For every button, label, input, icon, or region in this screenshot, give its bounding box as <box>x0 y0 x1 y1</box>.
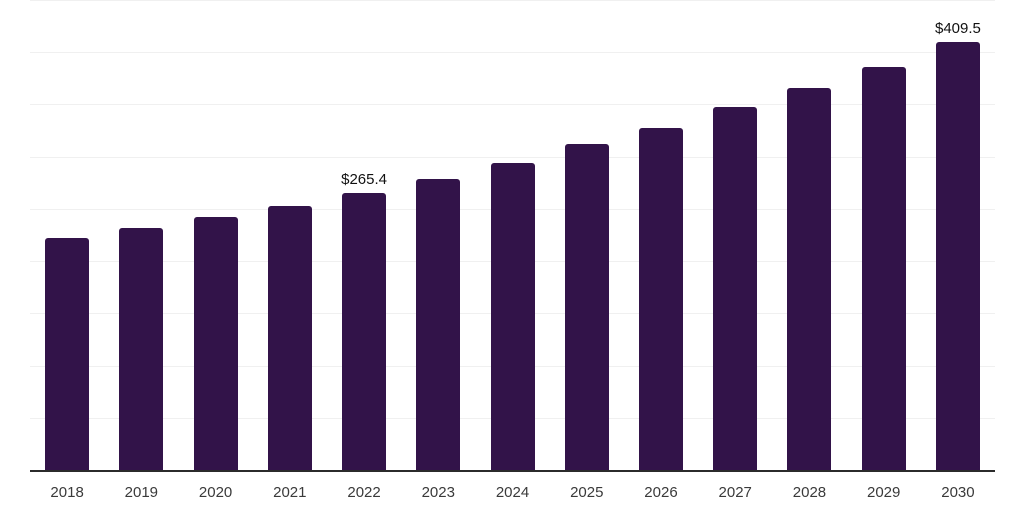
bar-2028 <box>787 88 832 470</box>
gridline <box>30 156 995 158</box>
x-tick-label-2023: 2023 <box>421 484 455 501</box>
bar-2024 <box>490 163 535 470</box>
bar-2022: $265.4 <box>341 171 387 470</box>
bar-slot <box>847 0 921 470</box>
bar-2030: $409.5 <box>935 20 981 470</box>
x-tick-label-2030: 2030 <box>941 484 975 501</box>
bar-slot <box>30 0 104 470</box>
plot-area: $265.4 $409.5 <box>30 0 995 472</box>
x-tick-label-2019: 2019 <box>124 484 159 501</box>
bar-2027 <box>713 106 758 470</box>
bar-slot: $409.5 <box>921 0 995 470</box>
bar-slot: $265.4 <box>327 0 401 470</box>
bar-2029 <box>861 66 906 470</box>
bar-slot <box>104 0 178 470</box>
x-tick-label-2029: 2029 <box>867 484 901 501</box>
x-tick-label-2024: 2024 <box>495 484 530 501</box>
bar-2023 <box>416 179 461 470</box>
bar-slot <box>550 0 624 470</box>
bar-slot <box>698 0 772 470</box>
bar-2020 <box>193 216 238 470</box>
x-tick-label-2027: 2027 <box>718 484 752 501</box>
bar-slot <box>475 0 549 470</box>
x-tick-label-2022: 2022 <box>347 484 381 501</box>
bar-slot <box>401 0 475 470</box>
x-tick-label-2025: 2025 <box>570 484 604 501</box>
bar-2019 <box>119 228 164 470</box>
x-tick-label-2028: 2028 <box>792 484 827 501</box>
gridline <box>30 52 995 54</box>
bar-slot <box>253 0 327 470</box>
bar-slot <box>624 0 698 470</box>
bars: $265.4 $409.5 <box>30 0 995 470</box>
value-label-2030: $409.5 <box>934 20 981 38</box>
bar-2026 <box>638 128 683 470</box>
bar-slot <box>178 0 252 470</box>
value-label-2022: $265.4 <box>341 170 387 188</box>
gridline <box>30 0 995 1</box>
x-axis-labels: 2018 2019 2020 2021 2022 2023 2024 2025 2026 2027… <box>30 472 995 501</box>
bar-2018 <box>45 237 90 470</box>
bar-slot <box>772 0 846 470</box>
gridline <box>30 104 995 106</box>
bar-2021 <box>267 206 312 470</box>
bar-2025 <box>564 144 609 470</box>
x-tick-label-2018: 2018 <box>50 484 84 501</box>
x-tick-label-2021: 2021 <box>273 484 307 501</box>
x-tick-label-2020: 2020 <box>198 484 233 501</box>
x-tick-label-2026: 2026 <box>644 484 678 501</box>
